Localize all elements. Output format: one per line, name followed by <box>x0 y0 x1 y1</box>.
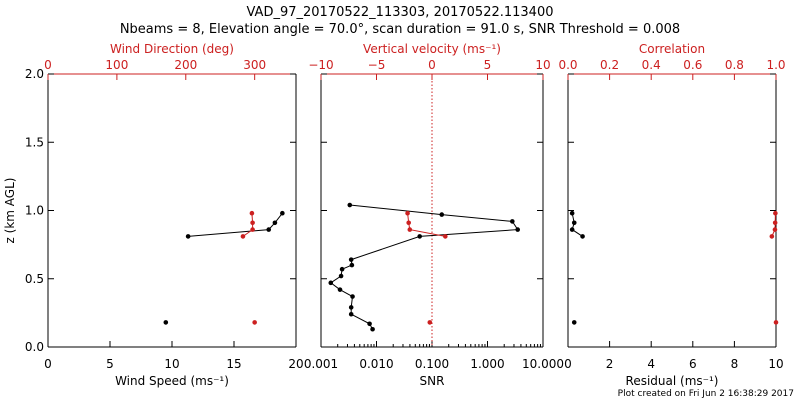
figure-subtitle: Nbeams = 8, Elevation angle = 70.0°, sca… <box>120 22 680 37</box>
data-point <box>328 280 334 286</box>
data-point <box>580 234 585 239</box>
data-point <box>250 227 255 232</box>
data-point <box>347 202 353 208</box>
data-point <box>272 220 278 226</box>
data-point <box>367 321 372 327</box>
data-point <box>370 326 375 332</box>
xtick-top-label: 0.0 <box>558 58 577 72</box>
y-axis-label: z (km AGL) <box>3 178 17 244</box>
xtick-bottom-label: 0.100 <box>415 357 449 371</box>
xtick-bottom-label: 0.010 <box>359 357 393 371</box>
series-line <box>242 213 254 237</box>
xtick-bottom-label: 2 <box>606 357 614 371</box>
xtick-top-label: 300 <box>243 58 266 72</box>
panel-snr: 0.001 0.010 0.100 1.000 10.000 SNR −10 −5 0 5 10 Ve… <box>304 42 564 388</box>
figure-title: VAD_97_20170522_113303, 20170522.113400 <box>247 5 554 20</box>
data-point <box>439 212 445 217</box>
ytick-label: 0.5 <box>25 272 44 286</box>
panel-residual: 0 2 4 6 8 10 Residual (ms⁻¹) 0.0 0.2 0.4 0.6 0.8 1.0… <box>558 42 785 388</box>
data-point <box>163 320 169 325</box>
data-point <box>339 266 345 272</box>
plot-created-footer: Plot created on Fri Jun 2 16:38:29 2017 <box>618 389 794 399</box>
xtick-top-label: 0 <box>44 58 52 72</box>
data-point <box>417 234 422 239</box>
x-axis-bottom-label: SNR <box>420 374 445 388</box>
series-line <box>188 212 283 237</box>
data-point <box>769 234 775 239</box>
data-point <box>280 210 285 216</box>
xtick-bottom-label: 0 <box>44 357 52 371</box>
xtick-top-label: 200 <box>174 58 197 72</box>
data-point <box>772 220 778 226</box>
ytick-label: 2.0 <box>25 67 44 81</box>
xtick-top-label: 0.6 <box>683 58 702 72</box>
data-point <box>266 227 272 232</box>
xtick-top-label: 0.4 <box>642 58 661 72</box>
data-point <box>772 227 778 232</box>
data-point <box>427 320 433 325</box>
series-line <box>771 213 776 237</box>
xtick-bottom-label: 6 <box>689 357 697 371</box>
x-axis-top-label: Vertical velocity (ms⁻¹) <box>363 42 501 56</box>
x-axis-top-label: Wind Direction (deg) <box>110 42 234 56</box>
data-point <box>337 287 343 292</box>
data-point <box>240 234 246 239</box>
ytick-label: 1.0 <box>25 204 44 218</box>
series-line <box>407 213 446 237</box>
xtick-top-label: 0 <box>428 58 436 72</box>
x-axis-bottom-label: Residual (ms⁻¹) <box>626 374 719 388</box>
data-point <box>350 294 355 299</box>
data-point <box>443 234 448 239</box>
xtick-bottom-label: 1.000 <box>470 357 504 371</box>
data-point <box>515 227 520 232</box>
xtick-top-label: 1.0 <box>766 58 785 72</box>
data-point <box>338 273 344 279</box>
series-line <box>571 213 583 237</box>
data-point <box>249 210 255 216</box>
xtick-bottom-label: 8 <box>731 357 739 371</box>
x-axis-bottom-label: Wind Speed (ms⁻¹) <box>115 374 229 388</box>
data-point <box>349 262 355 268</box>
data-point <box>348 305 354 310</box>
data-point <box>773 320 779 325</box>
xtick-top-label: 0.2 <box>600 58 619 72</box>
data-point <box>773 210 778 216</box>
x-axis-top-label: Correlation <box>639 42 705 56</box>
xtick-top-label: 10 <box>535 58 550 72</box>
panel-wind: 0.0 0.5 1.0 1.5 2.0 z (km AGL) 0 5 10 15 20 Wind Sp… <box>3 42 304 388</box>
xtick-bottom-label: 5 <box>106 357 114 371</box>
data-point <box>348 311 354 317</box>
data-point <box>571 220 577 226</box>
data-point <box>569 227 575 232</box>
data-point <box>250 220 255 226</box>
xtick-bottom-label: 10.000 <box>522 357 564 371</box>
data-point <box>510 219 515 224</box>
xtick-bottom-label: 0 <box>564 357 572 371</box>
data-point <box>348 257 354 262</box>
xtick-bottom-label: 4 <box>647 357 655 371</box>
xtick-top-label: 0.8 <box>725 58 744 72</box>
data-point <box>407 227 413 232</box>
data-point <box>569 210 575 216</box>
ytick-label: 1.5 <box>25 135 44 149</box>
xtick-bottom-label: 0.001 <box>304 357 338 371</box>
xtick-bottom-label: 10 <box>768 357 783 371</box>
data-point <box>406 220 411 226</box>
xtick-top-label: −5 <box>368 58 386 72</box>
xtick-top-label: 100 <box>105 58 128 72</box>
ytick-label: 0.0 <box>25 340 44 354</box>
data-point <box>185 234 191 239</box>
data-point <box>252 320 257 325</box>
xtick-top-label: 5 <box>484 58 492 72</box>
xtick-bottom-label: 20 <box>288 357 303 371</box>
xtick-bottom-label: 15 <box>226 357 241 371</box>
xtick-bottom-label: 10 <box>164 357 179 371</box>
series-line <box>329 204 519 330</box>
data-point <box>571 320 577 325</box>
xtick-top-label: −10 <box>308 58 333 72</box>
data-point <box>405 210 410 216</box>
